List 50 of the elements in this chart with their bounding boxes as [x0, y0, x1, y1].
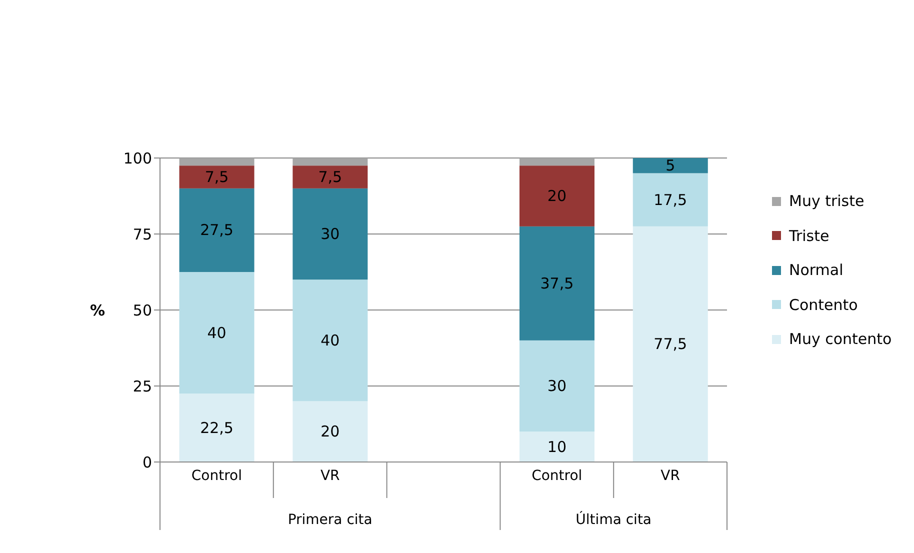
legend-label: Normal	[789, 261, 844, 280]
data-label: 37,5	[540, 274, 574, 292]
data-label: 77,5	[654, 335, 688, 354]
bar	[519, 158, 594, 166]
bar	[179, 394, 254, 462]
data-label: 20	[320, 422, 340, 441]
bar	[519, 432, 594, 462]
legend-label: Contento	[789, 296, 858, 314]
x-tick-label: Control	[532, 468, 582, 484]
data-label: 17,5	[654, 190, 688, 209]
data-label: 5	[666, 156, 676, 175]
data-label: 10	[547, 438, 567, 456]
data-label: 30	[547, 377, 567, 395]
bar	[292, 401, 368, 462]
data-label: 20	[547, 187, 567, 205]
data-label: 40	[207, 324, 226, 342]
bar	[179, 272, 254, 394]
bar	[292, 166, 368, 188]
bar	[179, 158, 254, 166]
data-label: 30	[320, 225, 340, 243]
y-axis-title: %	[90, 301, 106, 320]
bar	[519, 166, 594, 226]
text: Primera cita	[288, 512, 372, 528]
bar	[519, 226, 594, 340]
text: Última cita	[576, 511, 652, 528]
data-label: 7,5	[318, 168, 342, 186]
bar	[519, 340, 594, 432]
bar	[292, 188, 368, 280]
y-tick-label: 75	[132, 225, 152, 244]
legend-label: Muy triste	[789, 192, 864, 210]
x-tick-label: VR	[660, 468, 680, 484]
bar	[632, 226, 708, 462]
data-label: 7,5	[204, 168, 229, 186]
data-label: 22,5	[200, 418, 234, 437]
bar	[179, 166, 254, 188]
bar	[632, 158, 708, 174]
bar	[179, 188, 254, 272]
x-tick-label: VR	[320, 468, 340, 484]
y-tick-label: 0	[142, 453, 152, 472]
legend-label: Triste	[789, 226, 830, 245]
y-tick-label: 50	[132, 301, 152, 320]
y-tick-label: 25	[132, 377, 152, 396]
y-tick-label: 100	[123, 149, 152, 168]
bar	[292, 280, 368, 402]
x-tick-label: Control	[191, 468, 242, 484]
bar	[632, 173, 708, 226]
bar	[292, 158, 368, 166]
legend-label: Muy contento	[789, 330, 892, 348]
data-label: 40	[320, 331, 340, 350]
data-label: 27,5	[200, 221, 234, 240]
